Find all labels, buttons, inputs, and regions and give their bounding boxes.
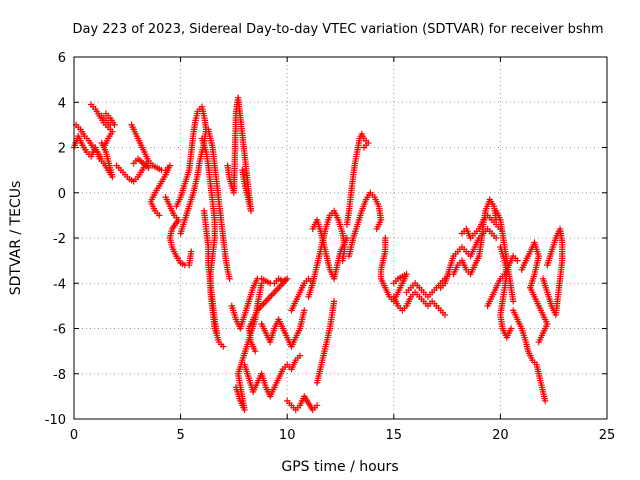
y-tick-label: 0 — [58, 187, 66, 202]
data-point — [509, 298, 517, 305]
series-s17 — [258, 307, 308, 350]
series-s4 — [98, 110, 118, 129]
series-s24 — [345, 189, 385, 260]
series-s12 — [224, 94, 255, 215]
series-s6 — [128, 121, 174, 219]
series-s28 — [437, 225, 500, 291]
series-s33 — [497, 243, 515, 341]
x-tick-label: 20 — [492, 428, 509, 443]
series-s23 — [343, 130, 372, 228]
data-point — [98, 155, 105, 163]
y-tick-label: -8 — [53, 368, 66, 383]
series-s36 — [527, 284, 551, 346]
chart-title: Day 223 of 2023, Sidereal Day-to-day VTE… — [72, 22, 603, 37]
series-s27 — [403, 271, 453, 301]
y-tick-label: 6 — [58, 51, 66, 66]
series-s37 — [539, 225, 566, 319]
y-tick-label: -4 — [53, 277, 66, 292]
data-point — [492, 234, 500, 242]
data-point — [100, 144, 108, 151]
data-point — [330, 298, 338, 305]
y-axis-label: SDTVAR / TECUs — [8, 181, 24, 296]
y-tick-label: -6 — [53, 323, 66, 338]
data-point — [301, 307, 308, 314]
x-tick-label: 10 — [279, 428, 296, 443]
x-tick-label: 5 — [176, 428, 184, 443]
axis-ticks: 0 5 10 15 20 25 -10 -8 -6 -4 -2 0 2 4 6 — [45, 51, 616, 443]
data-point — [102, 110, 110, 117]
series-s18 — [288, 275, 316, 314]
data-point — [220, 343, 227, 350]
series-s26 — [390, 289, 449, 319]
data-point — [373, 225, 380, 233]
y-tick-label: 2 — [58, 142, 66, 157]
data-point — [296, 352, 304, 359]
series-s35 — [518, 239, 542, 291]
data-point — [252, 347, 259, 355]
data-point — [541, 397, 549, 405]
data-point — [390, 280, 397, 287]
data-point — [544, 261, 551, 269]
y-tick-label: -10 — [45, 413, 66, 428]
series-s5 — [113, 155, 152, 185]
x-axis-label: GPS time / hours — [281, 459, 398, 475]
data-point — [213, 329, 221, 337]
series-s25 — [377, 234, 410, 305]
data-point — [226, 275, 233, 282]
series-s8 — [173, 103, 210, 237]
series-s14 — [228, 275, 261, 332]
series-s30 — [458, 212, 504, 242]
series-s22 — [309, 216, 351, 282]
data-point — [441, 311, 449, 319]
y-tick-label: 4 — [58, 96, 66, 111]
data-point — [343, 234, 351, 242]
data-point — [514, 257, 521, 264]
data-point — [188, 248, 195, 255]
series-s11 — [200, 207, 221, 337]
series-s16 — [241, 352, 304, 400]
data-point — [177, 230, 184, 237]
series-s20 — [313, 298, 338, 386]
data-point — [130, 160, 137, 167]
x-tick-label: 0 — [70, 428, 78, 443]
plot-frame — [73, 56, 608, 420]
series-s19 — [284, 393, 321, 414]
series-s7 — [162, 194, 195, 269]
data-point — [535, 338, 542, 346]
series-s34 — [509, 307, 549, 405]
x-tick-label: 25 — [599, 428, 616, 443]
data-point — [313, 402, 321, 409]
data-point — [507, 325, 515, 332]
data-points — [70, 94, 566, 414]
series-s1 — [70, 132, 116, 181]
data-point — [239, 166, 246, 174]
x-tick-label: 15 — [386, 428, 403, 443]
y-tick-label: -2 — [53, 232, 66, 247]
series-s10 — [205, 126, 233, 282]
series-s15 — [245, 275, 291, 355]
series-s29 — [450, 196, 500, 278]
grid-lines — [74, 57, 607, 419]
data-point — [156, 212, 163, 219]
data-point — [360, 144, 368, 151]
